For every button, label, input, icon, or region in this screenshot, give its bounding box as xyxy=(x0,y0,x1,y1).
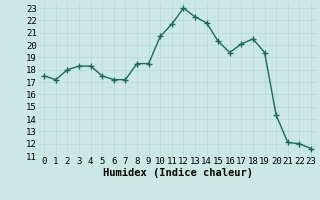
X-axis label: Humidex (Indice chaleur): Humidex (Indice chaleur) xyxy=(103,168,252,178)
